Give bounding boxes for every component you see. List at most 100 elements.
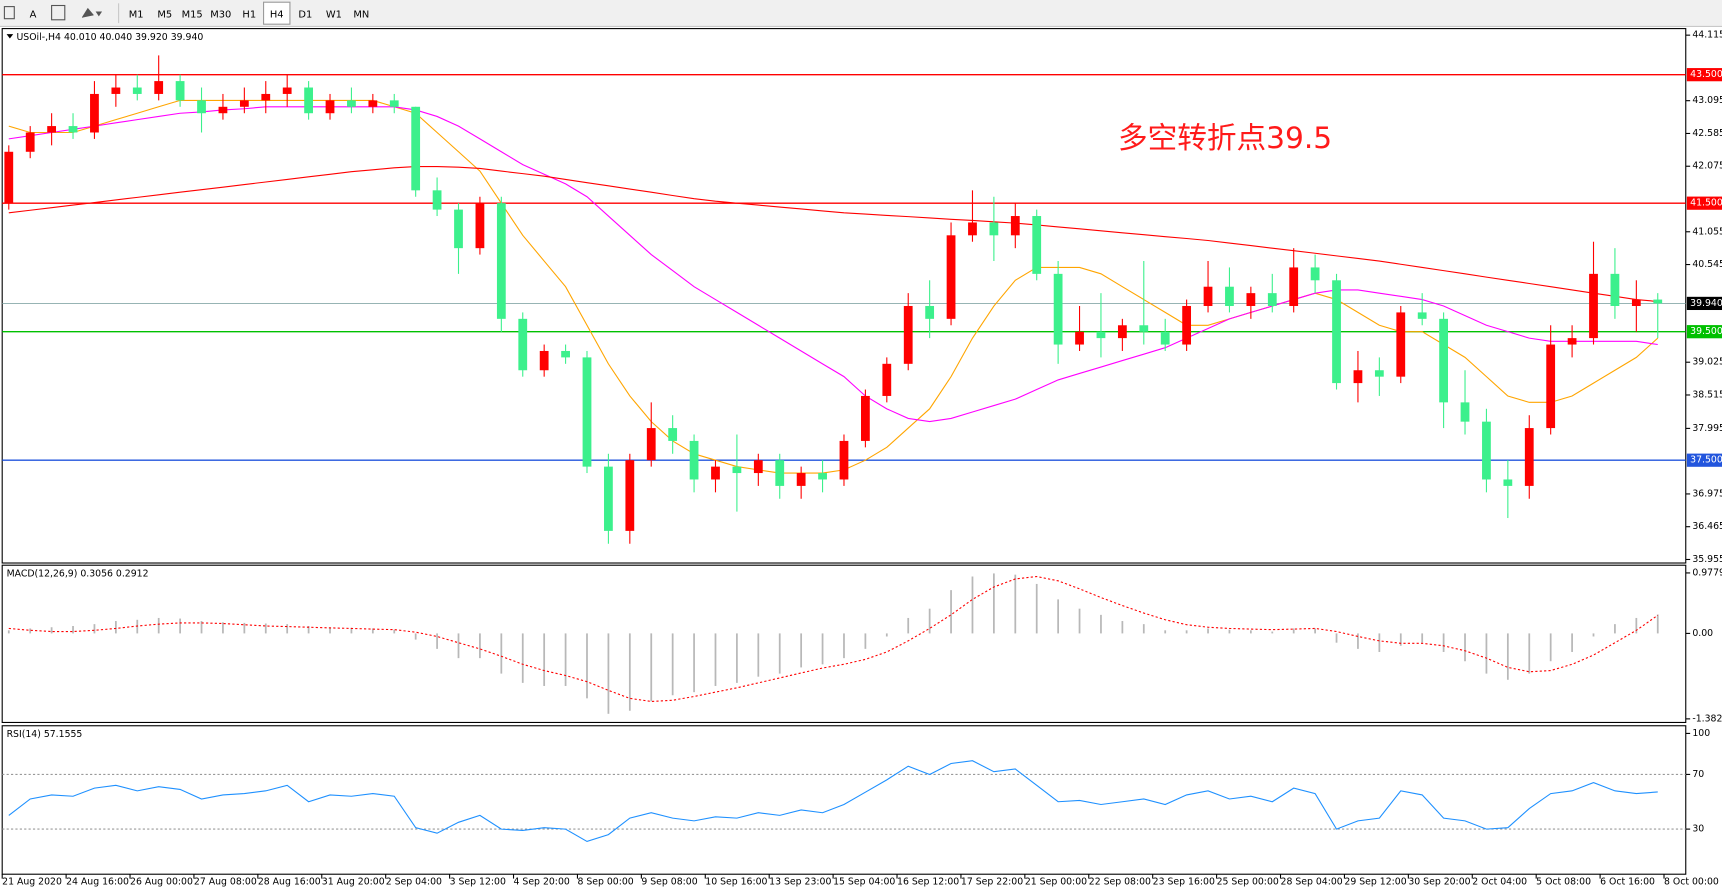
candle-body bbox=[1396, 312, 1406, 377]
timeframe-button[interactable]: M30 bbox=[210, 9, 231, 20]
candle-body bbox=[1439, 318, 1448, 403]
price-label: 39.940 bbox=[1690, 298, 1722, 309]
candle-body bbox=[411, 106, 421, 191]
candle-body bbox=[582, 357, 592, 467]
candle-body bbox=[304, 87, 313, 114]
y-tick-label: 30 bbox=[1692, 824, 1704, 835]
price-label: 37.500 bbox=[1690, 455, 1722, 466]
x-tick-label: 26 Aug 00:00 bbox=[130, 876, 193, 887]
candle-body bbox=[282, 87, 292, 94]
candle-body bbox=[389, 100, 399, 107]
x-tick-label: 28 Sep 04:00 bbox=[1281, 876, 1343, 887]
candle-body bbox=[132, 87, 142, 94]
price-label-box bbox=[1686, 296, 1722, 311]
y-tick-label: 0.00 bbox=[1692, 628, 1713, 639]
timeframe-button[interactable]: MN bbox=[353, 9, 369, 20]
y-tick-label: 39.025 bbox=[1692, 357, 1722, 368]
timeframe-button[interactable]: M5 bbox=[157, 9, 172, 20]
y-tick-label: 44.115 bbox=[1692, 30, 1722, 41]
x-tick-label: 31 Aug 20:00 bbox=[322, 876, 385, 887]
candle-body bbox=[1246, 293, 1256, 306]
price-label: 43.500 bbox=[1690, 69, 1722, 80]
candle-body bbox=[1524, 428, 1534, 486]
candle-body bbox=[1032, 216, 1042, 274]
annotation: 多空转折点39.5 bbox=[1118, 120, 1332, 155]
rsi-line bbox=[8, 760, 1658, 843]
y-tick-label: 40.545 bbox=[1692, 259, 1722, 270]
candle-body bbox=[1631, 299, 1641, 306]
candle-body bbox=[732, 466, 742, 474]
candle-body bbox=[925, 305, 935, 319]
candle-body bbox=[1117, 325, 1127, 339]
candle-body bbox=[711, 466, 720, 480]
candle-body bbox=[668, 428, 678, 441]
candle-body bbox=[882, 363, 892, 396]
candle-body bbox=[432, 190, 442, 210]
x-tick-label: 25 Sep 00:00 bbox=[1217, 876, 1279, 887]
plot-area: 44.115 43.095 42.585 42.075 41.055 40.545 39.0… bbox=[1, 28, 1722, 887]
x-tick-label: 27 Aug 08:00 bbox=[194, 876, 257, 887]
candle-body bbox=[1267, 293, 1277, 306]
title-triangle bbox=[6, 34, 14, 39]
candle-body bbox=[1503, 479, 1513, 486]
x-tick-label: 15 Sep 04:00 bbox=[833, 876, 895, 887]
y-tick-label: 35.955 bbox=[1692, 554, 1722, 565]
x-tick-label: 17 Sep 22:00 bbox=[961, 876, 1023, 887]
crosshair-icon[interactable] bbox=[3, 6, 15, 20]
y-tick-label: 42.075 bbox=[1692, 161, 1722, 172]
candle-body bbox=[753, 460, 763, 474]
candle-body bbox=[1374, 370, 1384, 377]
timeframe-button[interactable]: W1 bbox=[326, 9, 342, 20]
panel-frame bbox=[1, 725, 1687, 875]
candle-body bbox=[539, 350, 549, 371]
y-tick-label: 37.995 bbox=[1692, 423, 1722, 434]
candle-body bbox=[796, 473, 806, 486]
candle-body bbox=[946, 235, 956, 319]
y-tick-label: 43.095 bbox=[1692, 95, 1722, 106]
candle-body bbox=[1289, 267, 1299, 306]
y-tick-label: 70 bbox=[1692, 769, 1704, 780]
y-tick-label: 0.9779 bbox=[1692, 567, 1722, 578]
candle-body bbox=[775, 460, 785, 486]
y-tick-label: 41.055 bbox=[1692, 226, 1722, 237]
candle-body bbox=[25, 132, 35, 152]
toolbar-bg bbox=[0, 0, 1722, 27]
active-timeframe-box bbox=[263, 1, 291, 25]
text-tool[interactable]: A bbox=[30, 9, 37, 20]
timeframe-button[interactable]: M15 bbox=[182, 9, 203, 20]
price-label-box bbox=[1686, 196, 1722, 210]
label-tool-icon[interactable] bbox=[51, 4, 66, 21]
candle-body bbox=[68, 126, 78, 133]
panel: 44.115 43.095 42.585 42.075 41.055 40.545 39.0… bbox=[1, 28, 1722, 565]
candle-body bbox=[1332, 280, 1341, 384]
candle-body bbox=[1203, 286, 1213, 306]
timeframe-button[interactable]: M1 bbox=[129, 9, 144, 20]
x-tick-label: 21 Sep 00:00 bbox=[1025, 876, 1087, 887]
toolbar: A M1 M5 M15 M30 H1 H4 D1 W1 MN bbox=[0, 0, 1722, 27]
candle-body bbox=[1075, 331, 1084, 345]
candle-body bbox=[496, 203, 506, 319]
candle-body bbox=[646, 428, 656, 461]
shapes-tool-icon[interactable] bbox=[81, 7, 103, 18]
candle-body bbox=[1310, 267, 1320, 281]
timeframe-button[interactable]: H1 bbox=[242, 9, 256, 20]
x-tick-label: 23 Sep 16:00 bbox=[1153, 876, 1215, 887]
candle-body bbox=[989, 222, 999, 236]
price-label-box bbox=[1686, 325, 1722, 339]
x-tick-label: 21 Aug 2020 bbox=[2, 876, 62, 887]
candle-body bbox=[561, 350, 570, 358]
candle-body bbox=[90, 93, 99, 133]
y-tick-label: 36.465 bbox=[1692, 521, 1722, 532]
timeframe-button[interactable]: D1 bbox=[298, 9, 312, 20]
timeframe-button[interactable]: H4 bbox=[270, 9, 284, 20]
price-label: 41.500 bbox=[1690, 198, 1722, 209]
x-tick-label: 16 Sep 12:00 bbox=[897, 876, 959, 887]
candle-body bbox=[1353, 370, 1363, 384]
candle-body bbox=[347, 100, 356, 107]
price-label-box bbox=[1686, 453, 1722, 467]
candle-body bbox=[1182, 305, 1192, 345]
candle-body bbox=[818, 473, 827, 480]
x-tick-label: 24 Aug 16:00 bbox=[66, 876, 129, 887]
candle-body bbox=[839, 440, 849, 480]
